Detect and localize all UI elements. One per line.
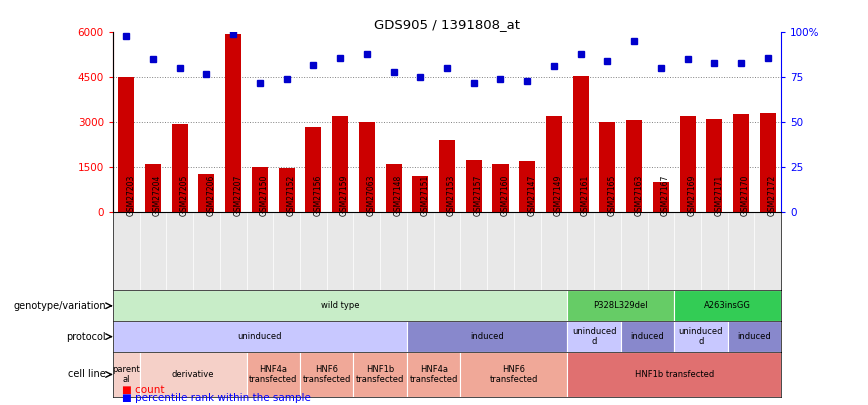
Text: derivative: derivative bbox=[172, 370, 214, 379]
Text: GSM27169: GSM27169 bbox=[687, 175, 697, 216]
Bar bbox=[760, 113, 776, 212]
Text: GSM27167: GSM27167 bbox=[661, 175, 670, 216]
Title: GDS905 / 1391808_at: GDS905 / 1391808_at bbox=[374, 18, 520, 31]
Bar bbox=[172, 124, 187, 212]
Text: GSM27207: GSM27207 bbox=[233, 175, 242, 216]
Text: protocol: protocol bbox=[67, 332, 106, 341]
Bar bbox=[353, 352, 407, 397]
Text: GSM27159: GSM27159 bbox=[340, 175, 349, 216]
Text: parent
al: parent al bbox=[112, 365, 140, 384]
Bar bbox=[727, 321, 781, 352]
Text: GSM27160: GSM27160 bbox=[501, 175, 510, 216]
Bar bbox=[546, 116, 562, 212]
Bar bbox=[225, 34, 241, 212]
Bar bbox=[145, 164, 161, 212]
Bar bbox=[252, 167, 268, 212]
Text: GSM27204: GSM27204 bbox=[153, 175, 162, 216]
Text: A263insGG: A263insGG bbox=[704, 301, 751, 310]
Text: induced: induced bbox=[631, 332, 664, 341]
Bar bbox=[626, 120, 642, 212]
Bar bbox=[568, 321, 621, 352]
Bar bbox=[412, 176, 428, 212]
Text: GSM27163: GSM27163 bbox=[635, 175, 643, 216]
Text: GSM27153: GSM27153 bbox=[447, 175, 456, 216]
Bar bbox=[439, 140, 455, 212]
Bar bbox=[113, 321, 407, 352]
Text: uninduced
d: uninduced d bbox=[572, 327, 616, 346]
Bar bbox=[568, 290, 674, 321]
Bar bbox=[466, 160, 482, 212]
Text: GSM27063: GSM27063 bbox=[367, 174, 376, 216]
Text: GSM27149: GSM27149 bbox=[554, 175, 563, 216]
Text: induced: induced bbox=[470, 332, 504, 341]
Bar bbox=[385, 164, 402, 212]
Text: HNF6
transfected: HNF6 transfected bbox=[303, 365, 351, 384]
Bar bbox=[199, 175, 214, 212]
Text: P328L329del: P328L329del bbox=[594, 301, 648, 310]
Bar bbox=[674, 321, 727, 352]
Bar bbox=[407, 321, 568, 352]
Bar bbox=[113, 290, 568, 321]
Bar bbox=[568, 352, 781, 397]
Text: GSM27156: GSM27156 bbox=[313, 175, 322, 216]
Text: genotype/variation: genotype/variation bbox=[14, 301, 106, 311]
Text: GSM27171: GSM27171 bbox=[714, 175, 723, 216]
Bar bbox=[279, 168, 294, 212]
Text: GSM27161: GSM27161 bbox=[581, 175, 589, 216]
Bar bbox=[332, 116, 348, 212]
Bar bbox=[113, 352, 140, 397]
Text: GSM27152: GSM27152 bbox=[286, 175, 296, 216]
Text: GSM27205: GSM27205 bbox=[180, 175, 188, 216]
Text: induced: induced bbox=[738, 332, 772, 341]
Bar bbox=[680, 116, 695, 212]
Bar bbox=[733, 114, 749, 212]
Bar bbox=[407, 352, 460, 397]
Text: HNF1b
transfected: HNF1b transfected bbox=[356, 365, 404, 384]
Text: uninduced
d: uninduced d bbox=[679, 327, 723, 346]
Text: ■ count: ■ count bbox=[122, 385, 164, 395]
Bar bbox=[140, 352, 247, 397]
Text: GSM27172: GSM27172 bbox=[768, 175, 777, 216]
Bar bbox=[300, 352, 353, 397]
Bar bbox=[358, 122, 375, 212]
Text: HNF4a
transfected: HNF4a transfected bbox=[249, 365, 298, 384]
Bar bbox=[653, 182, 669, 212]
Text: GSM27157: GSM27157 bbox=[474, 175, 483, 216]
Text: HNF6
transfected: HNF6 transfected bbox=[490, 365, 538, 384]
Text: GSM27203: GSM27203 bbox=[126, 175, 135, 216]
Bar bbox=[573, 76, 589, 212]
Text: HNF1b transfected: HNF1b transfected bbox=[635, 370, 713, 379]
Text: uninduced: uninduced bbox=[238, 332, 282, 341]
Bar bbox=[519, 161, 536, 212]
Text: GSM27148: GSM27148 bbox=[393, 175, 403, 216]
Text: GSM27147: GSM27147 bbox=[527, 175, 536, 216]
Bar bbox=[621, 321, 674, 352]
Bar bbox=[460, 352, 568, 397]
Text: HNF4a
transfected: HNF4a transfected bbox=[410, 365, 457, 384]
Text: GSM27151: GSM27151 bbox=[420, 175, 430, 216]
Bar bbox=[674, 290, 781, 321]
Bar bbox=[492, 164, 509, 212]
Text: GSM27150: GSM27150 bbox=[260, 175, 269, 216]
Text: ■ percentile rank within the sample: ■ percentile rank within the sample bbox=[122, 393, 311, 403]
Bar bbox=[118, 77, 135, 212]
Bar bbox=[600, 122, 615, 212]
Text: wild type: wild type bbox=[321, 301, 359, 310]
Text: GSM27170: GSM27170 bbox=[741, 175, 750, 216]
Text: GSM27206: GSM27206 bbox=[207, 175, 215, 216]
Text: cell line: cell line bbox=[69, 369, 106, 379]
Bar bbox=[247, 352, 300, 397]
Bar bbox=[707, 119, 722, 212]
Text: GSM27165: GSM27165 bbox=[608, 175, 616, 216]
Bar bbox=[306, 127, 321, 212]
